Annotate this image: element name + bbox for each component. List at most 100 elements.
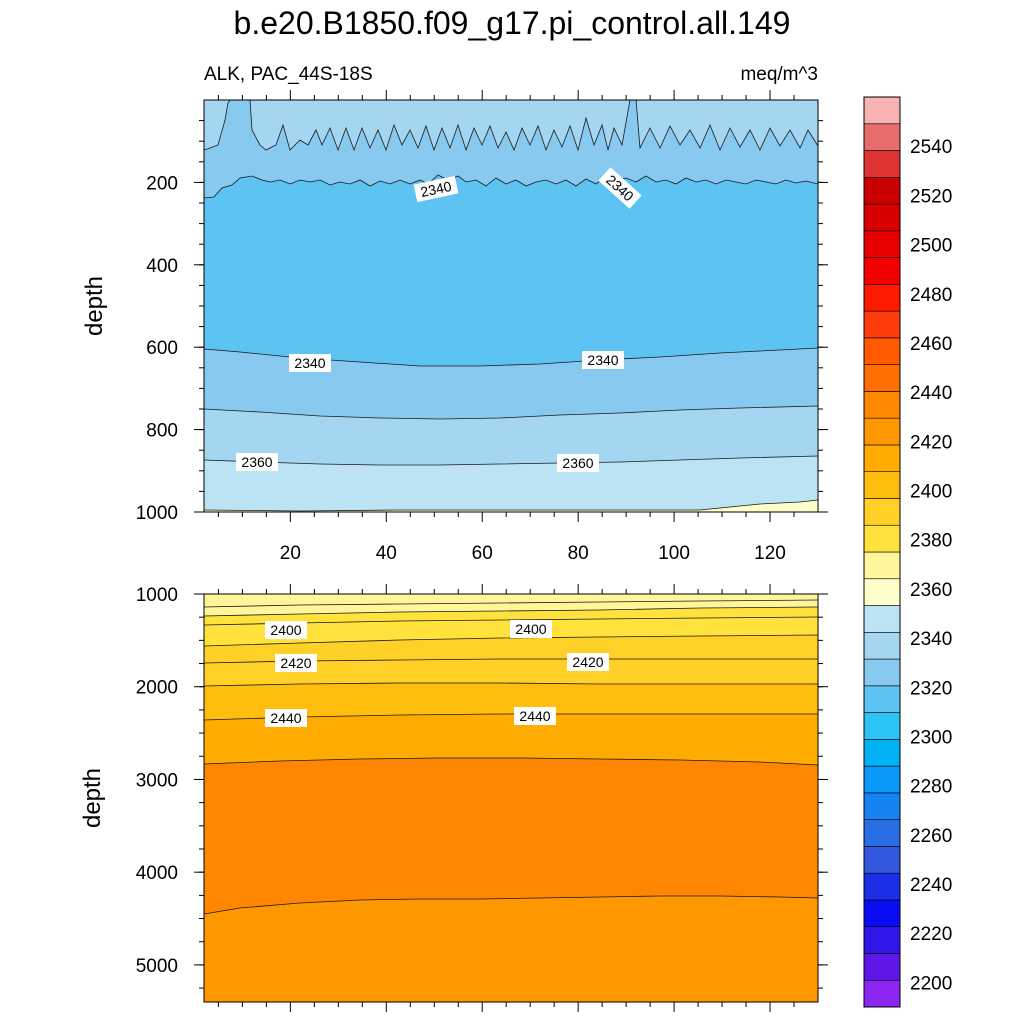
colorbar-swatch xyxy=(863,337,901,365)
colorbar-swatch xyxy=(863,846,901,874)
x-tick-label: 100 xyxy=(658,543,690,564)
colorbar-swatch xyxy=(863,123,901,151)
y-tick-label: 400 xyxy=(146,256,178,277)
colorbar-tick-label: 2420 xyxy=(910,432,952,453)
colorbar-tick-label: 2400 xyxy=(910,482,952,503)
colorbar-swatch xyxy=(863,498,901,526)
lower-y-axis-label: depth xyxy=(79,768,106,828)
x-tick-label: 60 xyxy=(472,543,493,564)
variable-label: ALK, PAC_44S-18S xyxy=(204,64,373,85)
colorbar-tick-label: 2460 xyxy=(910,334,952,355)
contour-line xyxy=(204,606,818,617)
y-tick-label: 4000 xyxy=(136,863,178,884)
colorbar-swatch xyxy=(863,284,901,312)
contour-label: 2340 xyxy=(587,352,618,368)
colorbar-swatch xyxy=(863,176,901,205)
upper-panel: 2340 2340 2340 2340 2360 2360 xyxy=(81,90,828,564)
lower-contour-lines xyxy=(204,599,818,915)
contour-line xyxy=(204,895,818,915)
contour-line xyxy=(204,634,818,647)
contour-label: 2340 xyxy=(294,355,325,371)
contour-line xyxy=(204,682,818,687)
colorbar-swatch xyxy=(863,712,901,740)
colorbar-tick-label: 2260 xyxy=(910,826,952,847)
colorbar-swatch xyxy=(863,899,901,928)
colorbar-swatch xyxy=(863,765,901,794)
colorbar-tick-label: 2280 xyxy=(910,777,952,798)
contour-line-2360 xyxy=(204,455,818,466)
colorbar-swatch xyxy=(863,471,901,499)
colorbar-tick-label: 2320 xyxy=(910,678,952,699)
chart-title: b.e20.B1850.f09_g17.pi_control.all.149 xyxy=(234,5,791,41)
colorbar-tick-label: 2520 xyxy=(910,186,952,207)
contour-line xyxy=(204,599,818,608)
colorbar-frame xyxy=(863,96,901,1008)
colorbar-swatch xyxy=(863,605,901,633)
upper-contour-fill xyxy=(204,100,818,512)
colorbar-swatch xyxy=(863,444,901,473)
contour-line-2340-top xyxy=(204,174,818,199)
x-tick-label: 80 xyxy=(568,543,589,564)
colorbar: 2200 2220 2240 2260 2280 2300 2320 2340 2360 2380… xyxy=(863,96,952,1008)
units-label: meq/m^3 xyxy=(740,64,818,85)
colorbar-swatch xyxy=(863,658,901,687)
colorbar-swatch xyxy=(863,685,901,713)
band-2360-2370 xyxy=(204,456,818,512)
contour-label: 2420 xyxy=(280,655,311,671)
lower-plot-frame xyxy=(203,593,819,1003)
colorbar-swatch xyxy=(863,872,901,901)
upper-contour-lines xyxy=(204,100,818,512)
colorbar-swatch xyxy=(863,257,901,285)
colorbar-tick-label: 2240 xyxy=(910,875,952,896)
y-tick-label: 200 xyxy=(146,173,178,194)
colorbar-tick-label: 2340 xyxy=(910,629,952,650)
colorbar-swatch xyxy=(863,979,901,1008)
x-tick-label: 40 xyxy=(376,543,397,564)
colorbar-swatch xyxy=(863,391,901,419)
colorbar-tick-label: 2540 xyxy=(910,137,952,158)
colorbar-swatch xyxy=(863,819,901,847)
colorbar-swatch xyxy=(863,364,901,392)
colorbar-tick-label: 2480 xyxy=(910,285,952,306)
colorbar-swatch xyxy=(863,96,901,125)
upper-y-axis-label: depth xyxy=(81,276,108,336)
colorbar-tick-label: 2300 xyxy=(910,727,952,748)
contour-label: 2400 xyxy=(515,621,546,637)
colorbar-swatch xyxy=(863,310,901,339)
colorbar-swatch xyxy=(863,792,901,820)
y-tick-label: 800 xyxy=(146,421,178,442)
colorbar-tick-label: 2220 xyxy=(910,924,952,945)
x-tick-label: 120 xyxy=(754,543,786,564)
contour-label: 2420 xyxy=(572,654,603,670)
contour-line-2350-top xyxy=(204,100,818,152)
colorbar-tick-label: 2380 xyxy=(910,531,952,552)
contour-label: 2340 xyxy=(419,178,453,200)
y-tick-label: 1000 xyxy=(136,503,178,524)
band-2430-2440 xyxy=(204,896,818,1002)
contour-label: 2360 xyxy=(562,455,593,471)
y-tick-label: 600 xyxy=(146,338,178,359)
colorbar-swatch xyxy=(863,150,901,178)
colorbar-tick-label: 2440 xyxy=(910,383,952,404)
colorbar-swatch xyxy=(863,926,901,954)
colorbar-tick-label: 2500 xyxy=(910,236,952,257)
contour-line-2370 xyxy=(204,499,818,512)
y-tick-label: 2000 xyxy=(136,678,178,699)
contour-label: 2360 xyxy=(241,454,272,470)
colorbar-swatch xyxy=(863,417,901,446)
lower-axis-ticks: 1000 2000 3000 4000 5000 xyxy=(136,584,828,1012)
contour-label: 2440 xyxy=(270,710,301,726)
contour-label: 2400 xyxy=(270,622,301,638)
contour-label: 2440 xyxy=(519,708,550,724)
colorbar-swatch xyxy=(863,230,901,258)
upper-axis-ticks: 20 40 60 80 100 120 200 400 600 800 1000 xyxy=(136,90,828,564)
colorbar-swatch xyxy=(863,631,901,660)
upper-contour-labels: 2340 2340 2340 2340 2360 2360 xyxy=(236,167,642,472)
contour-line xyxy=(204,757,818,766)
colorbar-tick-label: 2200 xyxy=(910,973,952,994)
colorbar-tick-label: 2360 xyxy=(910,580,952,601)
lower-contour-labels: 2400 2400 2420 2420 2440 2440 xyxy=(265,620,609,727)
colorbar-swatch xyxy=(863,524,901,553)
colorbar-swatch xyxy=(863,739,901,767)
